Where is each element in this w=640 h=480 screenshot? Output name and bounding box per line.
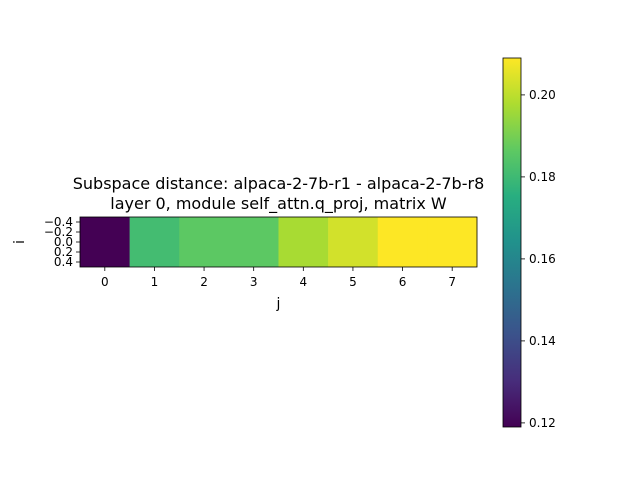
x-tick-label: 3 [250,275,258,289]
colorbar-tick-label: 0.16 [529,252,556,266]
heatmap-cells [80,217,478,267]
chart-title-line: Subspace distance: alpaca-2-7b-r1 - alpa… [73,174,485,193]
colorbar-tick-label: 0.12 [529,416,556,430]
heatmap-cell [80,217,130,267]
x-tick-label: 0 [101,275,109,289]
y-tick-label: −0.2 [44,225,73,239]
y-axis: −0.4−0.20.00.20.4 [44,215,80,269]
x-axis-label: j [276,296,281,312]
colorbar-tick-label: 0.18 [529,170,556,184]
colorbar: 0.12 0.14 0.16 0.18 0.20 [502,57,556,430]
x-tick-label: 2 [200,275,208,289]
colorbar-ticks: 0.12 0.14 0.16 0.18 0.20 [521,88,556,430]
x-tick-label: 7 [448,275,456,289]
heatmap-cell [228,217,279,267]
heatmap-cell [328,217,379,267]
x-axis: 0 1 2 3 4 5 6 7 [101,267,456,289]
y-tick-label: −0.4 [44,215,73,229]
y-tick-label: 0.0 [54,235,73,249]
heatmap-cell [129,217,180,267]
chart-title: Subspace distance: alpaca-2-7b-r1 - alpa… [73,174,485,214]
heatmap-cell [278,217,329,267]
y-tick-label: 0.4 [54,255,73,269]
x-tick-label: 5 [349,275,357,289]
heatmap-cell [427,217,478,267]
x-tick-label: 4 [299,275,307,289]
y-tick-label: 0.2 [54,245,73,259]
colorbar-tick-label: 0.20 [529,88,556,102]
y-axis-label: i [12,240,28,244]
x-tick-label: 6 [399,275,407,289]
colorbar-frame [502,57,522,428]
heatmap-cell [179,217,230,267]
colorbar-tick-label: 0.14 [529,334,556,348]
x-tick-label: 1 [151,275,159,289]
chart-title-line: layer 0, module self_attn.q_proj, matrix… [110,194,447,214]
heatmap-cell [377,217,428,267]
colorbar-gradient [503,58,521,427]
